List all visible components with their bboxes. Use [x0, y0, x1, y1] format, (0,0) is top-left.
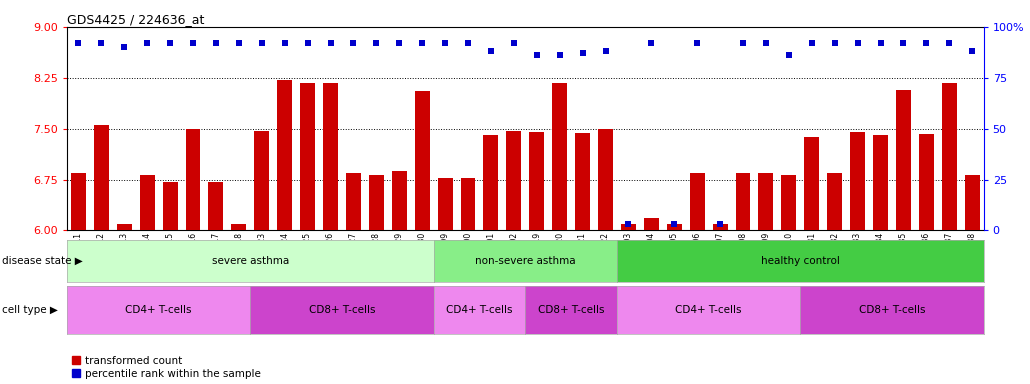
- Point: [300, 40, 316, 46]
- Point: [231, 40, 247, 46]
- Point: [414, 40, 431, 46]
- Point: [620, 221, 637, 227]
- Bar: [713, 223, 727, 230]
- Bar: [507, 131, 521, 230]
- Bar: [758, 173, 774, 230]
- Bar: [163, 182, 177, 230]
- Point: [781, 52, 797, 58]
- Text: non-severe asthma: non-severe asthma: [475, 256, 576, 266]
- Point: [322, 40, 339, 46]
- Point: [162, 40, 178, 46]
- Point: [758, 40, 775, 46]
- Bar: [598, 129, 613, 230]
- Bar: [804, 137, 819, 230]
- Point: [368, 40, 384, 46]
- Bar: [782, 175, 796, 230]
- Point: [184, 40, 201, 46]
- Bar: [415, 91, 430, 230]
- Point: [208, 40, 225, 46]
- Bar: [116, 223, 132, 230]
- Point: [689, 40, 706, 46]
- Text: CD4+ T-cells: CD4+ T-cells: [676, 305, 742, 315]
- Bar: [529, 132, 544, 230]
- Point: [276, 40, 293, 46]
- Point: [93, 40, 109, 46]
- Bar: [185, 129, 201, 230]
- Bar: [552, 83, 568, 230]
- Bar: [140, 175, 154, 230]
- Text: CD8+ T-cells: CD8+ T-cells: [538, 305, 605, 315]
- Text: GDS4425 / 224636_at: GDS4425 / 224636_at: [67, 13, 204, 26]
- Bar: [254, 131, 269, 230]
- Bar: [827, 173, 843, 230]
- Bar: [94, 125, 109, 230]
- Bar: [277, 80, 293, 230]
- Point: [964, 48, 981, 55]
- Point: [551, 52, 568, 58]
- Bar: [919, 134, 934, 230]
- Bar: [369, 175, 384, 230]
- Point: [70, 40, 87, 46]
- Point: [872, 40, 889, 46]
- Point: [116, 44, 133, 50]
- Bar: [873, 136, 888, 230]
- Text: severe asthma: severe asthma: [212, 256, 288, 266]
- Point: [483, 48, 500, 55]
- Bar: [391, 171, 407, 230]
- Point: [712, 221, 728, 227]
- Bar: [232, 223, 246, 230]
- Bar: [941, 83, 957, 230]
- Bar: [323, 83, 338, 230]
- Point: [528, 52, 545, 58]
- Bar: [575, 133, 590, 230]
- Point: [666, 221, 683, 227]
- Point: [895, 40, 912, 46]
- Point: [597, 48, 614, 55]
- Point: [941, 40, 958, 46]
- Point: [345, 40, 362, 46]
- Bar: [965, 175, 980, 230]
- Legend: transformed count, percentile rank within the sample: transformed count, percentile rank withi…: [72, 356, 261, 379]
- Text: cell type ▶: cell type ▶: [2, 305, 58, 315]
- Text: CD8+ T-cells: CD8+ T-cells: [309, 305, 375, 315]
- Point: [253, 40, 270, 46]
- Bar: [300, 83, 315, 230]
- Bar: [460, 178, 476, 230]
- Text: disease state ▶: disease state ▶: [2, 256, 82, 266]
- Bar: [346, 174, 360, 230]
- Point: [437, 40, 453, 46]
- Point: [506, 40, 522, 46]
- Bar: [621, 223, 636, 230]
- Point: [139, 40, 156, 46]
- Bar: [438, 178, 452, 230]
- Text: CD8+ T-cells: CD8+ T-cells: [859, 305, 925, 315]
- Point: [850, 40, 866, 46]
- Bar: [666, 223, 682, 230]
- Point: [391, 40, 408, 46]
- Bar: [483, 136, 499, 230]
- Text: CD4+ T-cells: CD4+ T-cells: [446, 305, 513, 315]
- Text: CD4+ T-cells: CD4+ T-cells: [126, 305, 192, 315]
- Bar: [850, 132, 865, 230]
- Point: [575, 50, 591, 56]
- Bar: [735, 173, 751, 230]
- Point: [459, 40, 476, 46]
- Point: [643, 40, 659, 46]
- Point: [803, 40, 820, 46]
- Bar: [896, 90, 911, 230]
- Bar: [71, 173, 85, 230]
- Bar: [690, 173, 705, 230]
- Text: healthy control: healthy control: [761, 256, 839, 266]
- Point: [734, 40, 751, 46]
- Bar: [644, 218, 659, 230]
- Point: [918, 40, 934, 46]
- Point: [826, 40, 843, 46]
- Bar: [208, 182, 224, 230]
